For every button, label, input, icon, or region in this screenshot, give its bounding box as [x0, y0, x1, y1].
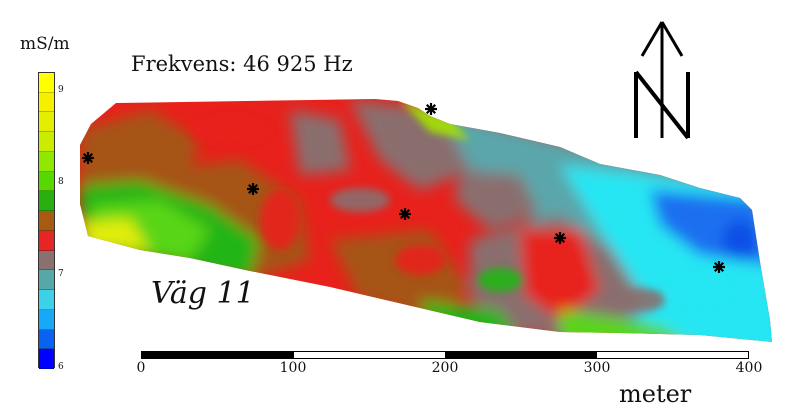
legend-swatch: [39, 270, 54, 291]
legend-swatch: [39, 309, 54, 330]
survey-marker-icon: [425, 103, 437, 115]
scale-unit-label: meter: [619, 380, 692, 408]
survey-marker-icon: [554, 232, 566, 244]
survey-marker-icon: [247, 183, 259, 195]
scale-bar: [141, 351, 749, 359]
legend-tick-label: 7: [58, 269, 64, 279]
survey-marker-icon: [399, 208, 411, 220]
scale-tick-label: 400: [735, 360, 763, 376]
survey-marker-icon: [713, 261, 725, 273]
legend-swatch: [39, 73, 54, 93]
legend-swatch: [39, 250, 54, 271]
legend-swatch: [39, 191, 54, 212]
legend-tick-label: 8: [58, 177, 64, 187]
legend-swatch: [39, 211, 54, 231]
frequency-label: Frekvens: 46 925 Hz: [131, 52, 353, 76]
road-label: Väg 11: [151, 276, 255, 311]
legend-swatch: [39, 349, 54, 369]
legend-tick-label: 9: [58, 85, 64, 95]
color-legend: [38, 72, 55, 369]
legend-swatch: [39, 151, 54, 172]
legend-swatch: [39, 329, 54, 350]
legend-unit: mS/m: [20, 34, 70, 54]
legend-swatch: [39, 92, 54, 113]
legend-swatch: [39, 230, 54, 251]
scale-tick-label: 300: [583, 360, 611, 376]
north-arrow-icon: [634, 21, 690, 140]
survey-markers: [82, 103, 725, 273]
scale-tick-label: 0: [136, 360, 146, 376]
scale-tick-label: 200: [431, 360, 459, 376]
legend-swatch: [39, 112, 54, 133]
legend-tick-label: 6: [58, 362, 64, 372]
scale-tick-label: 100: [279, 360, 307, 376]
legend-swatch: [39, 132, 54, 152]
legend-swatch: [39, 171, 54, 192]
legend-swatch: [39, 290, 54, 310]
survey-marker-icon: [82, 152, 94, 164]
